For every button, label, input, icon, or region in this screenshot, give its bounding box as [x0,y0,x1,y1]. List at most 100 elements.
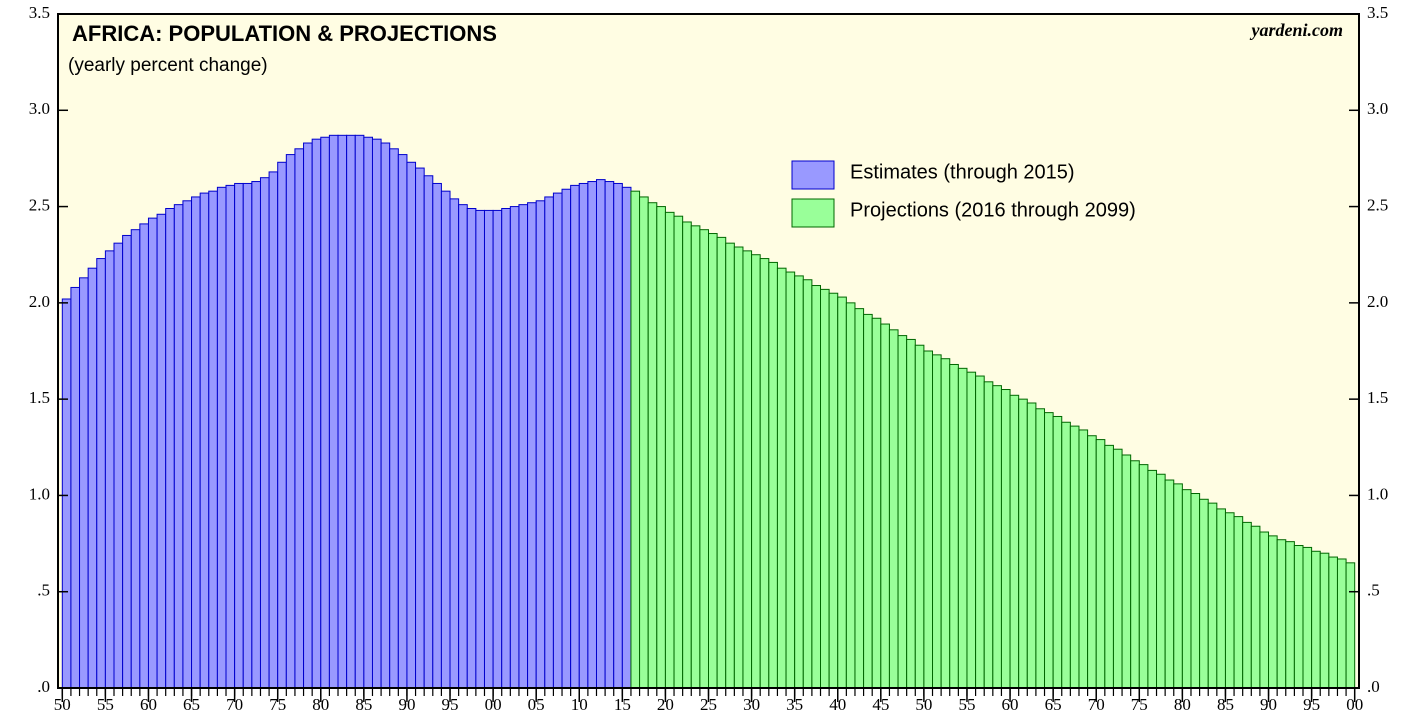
bar [863,313,873,689]
bar [371,138,382,689]
bar [957,367,968,689]
bar [725,242,735,689]
bar [1233,516,1244,689]
y2-tick-label: 3.5 [1367,3,1388,22]
bar [570,184,580,689]
y2-tick-label: 2.5 [1367,195,1388,214]
x-tick-label: 80 [312,695,329,714]
bar [639,196,649,689]
bar [716,236,727,689]
bar [1173,483,1183,689]
bar [656,206,666,689]
bar [501,207,511,689]
bar [173,204,184,689]
bar [440,190,451,689]
bar [234,182,244,689]
x-tick-label: 90 [1260,695,1277,714]
chart-title: AFRICA: POPULATION & PROJECTIONS [72,21,497,46]
bar [794,275,804,689]
y2-tick-label: 3.0 [1367,99,1388,118]
bar [432,182,442,689]
bar [147,217,158,689]
bar [251,181,261,689]
bar [1130,460,1140,689]
bar [268,171,279,689]
bar [1328,556,1338,689]
x-tick-label: 60 [1002,695,1019,714]
x-tick-label: 35 [786,695,803,714]
y-tick-label: 1.5 [29,388,50,407]
bar [1181,489,1192,689]
bar [914,344,925,689]
bar [1311,550,1321,689]
bar [682,221,692,689]
y-tick-label: 3.5 [29,3,50,22]
y-tick-label: 2.0 [29,292,50,311]
bar [544,196,554,689]
bar [1078,429,1089,689]
bar [285,154,296,689]
bar [208,190,218,689]
x-tick-label: 10 [571,695,588,714]
bar [346,134,356,689]
bar [294,148,305,689]
bar [96,258,106,689]
bar [1095,439,1106,689]
bar [104,250,115,689]
bar [1061,421,1071,689]
bar [595,179,606,689]
bar [87,267,98,689]
bar [785,271,796,689]
bar [828,292,839,689]
y2-tick-label: 2.0 [1367,292,1388,311]
y-tick-label: 1.0 [29,484,50,503]
bar [509,206,520,689]
bar [1018,398,1028,689]
x-tick-label: 70 [1088,695,1105,714]
x-tick-label: 00 [485,695,502,714]
bar [932,354,942,689]
bar [216,186,227,689]
bar [483,209,494,689]
chart-subtitle: (yearly percent change) [68,55,268,76]
bar [113,242,124,689]
x-tick-label: 90 [398,695,415,714]
x-tick-label: 50 [915,695,932,714]
bar [527,202,537,689]
bar [277,161,287,689]
bar [940,358,951,689]
x-tick-label: 70 [226,695,243,714]
bar [1087,435,1097,689]
bar [621,186,632,689]
bar [1035,408,1046,689]
bar [751,254,761,689]
bar [259,177,270,689]
x-tick-label: 55 [958,695,975,714]
bar [1293,544,1304,689]
x-tick-label: 85 [1217,695,1234,714]
bar [888,329,899,689]
x-tick-label: 25 [700,695,717,714]
bar [1224,512,1235,689]
bar [1345,562,1356,689]
bar [79,277,89,689]
bar [449,198,460,689]
bar [1268,535,1278,689]
bar [165,207,175,689]
bar [311,138,322,689]
bar [535,200,546,689]
x-tick-label: 55 [97,695,114,714]
bar [122,234,132,689]
bar [1000,389,1011,689]
bar [742,250,753,689]
bar [552,192,563,689]
y-tick-label: .0 [37,677,50,696]
bar [966,371,977,689]
bar [328,134,339,689]
bar [708,233,718,689]
bar [1069,425,1080,689]
x-tick-label: 60 [140,695,157,714]
bar [1250,525,1261,689]
bar [837,296,847,689]
